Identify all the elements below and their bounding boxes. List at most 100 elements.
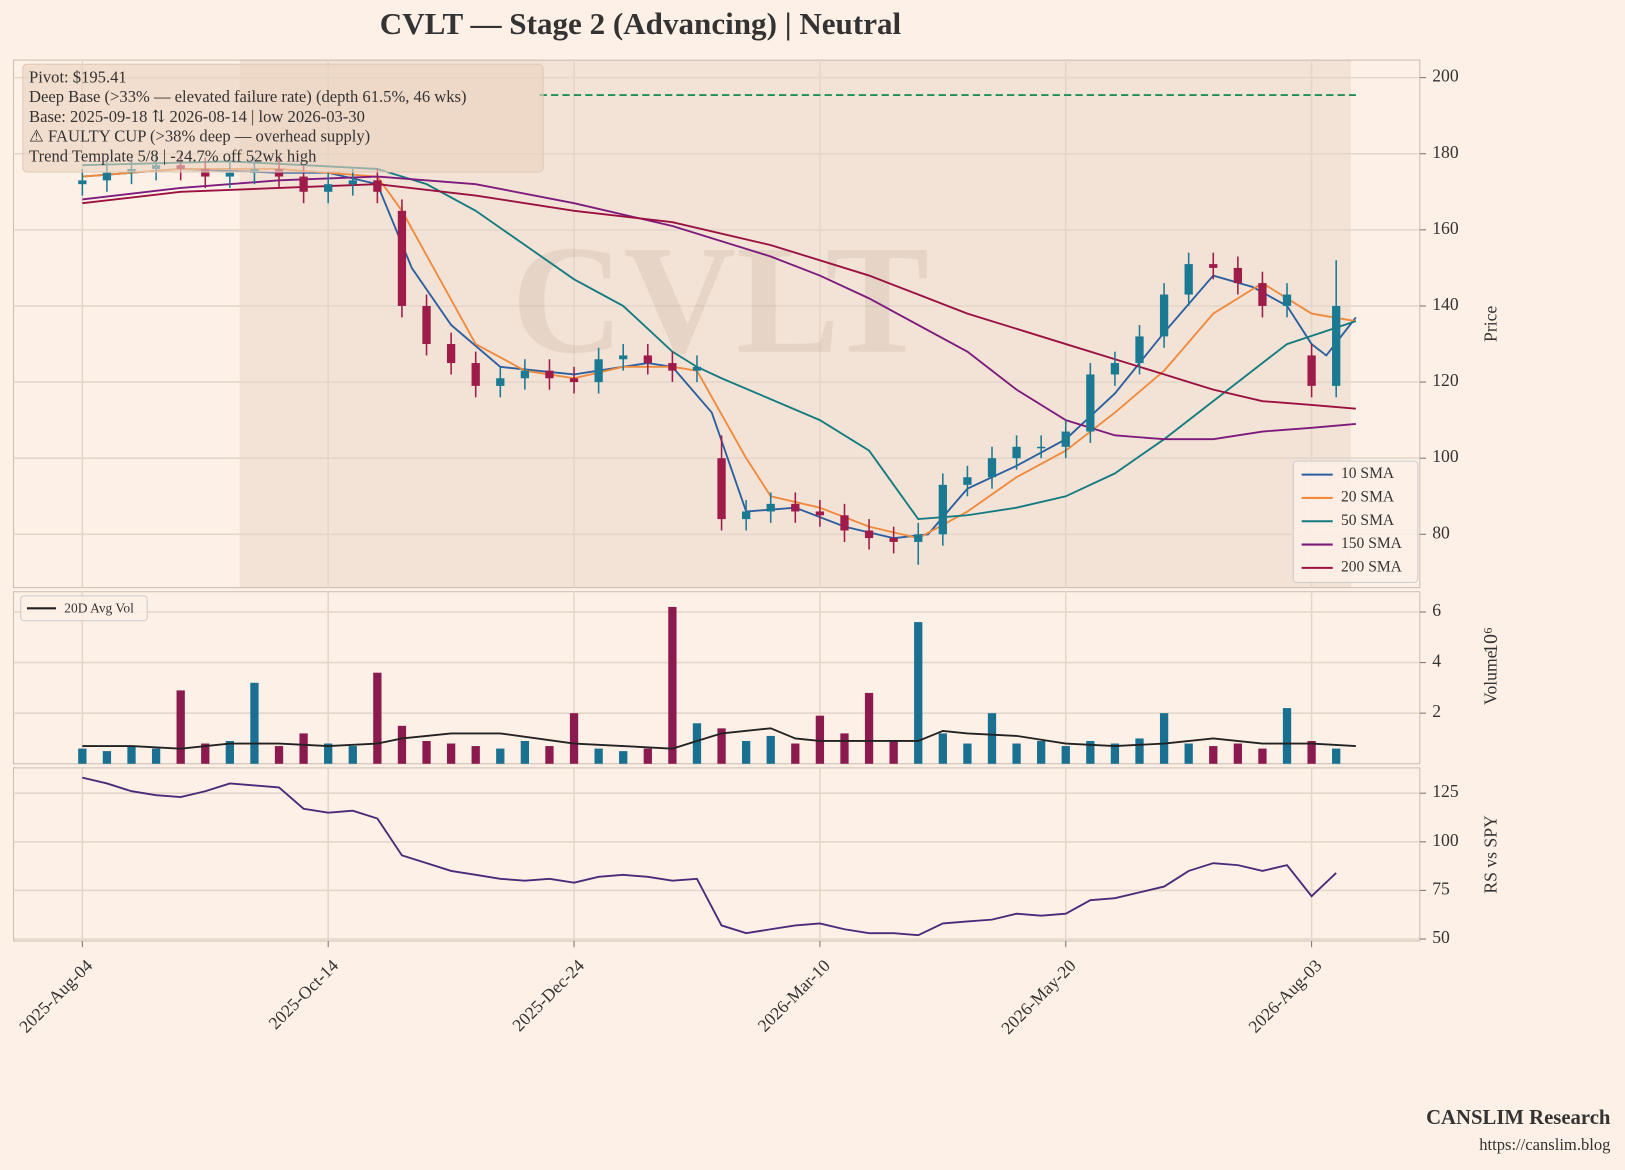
volume-bar <box>569 713 579 764</box>
volume-bar <box>914 622 923 764</box>
volume-bar <box>127 746 136 764</box>
candle-body <box>496 378 505 386</box>
candle-body <box>1086 374 1095 432</box>
volume-bar <box>1184 743 1193 764</box>
volume-bar <box>1307 740 1316 764</box>
candle-body <box>397 210 407 306</box>
candle-body <box>1233 267 1242 284</box>
candle-body <box>741 511 751 520</box>
volume-bar <box>225 740 234 764</box>
y-tick-label: 80 <box>1432 522 1450 542</box>
legend-box <box>20 595 148 622</box>
candle-body <box>102 172 112 181</box>
y-tick-label: 4 <box>1432 651 1441 671</box>
candle-body <box>1061 431 1070 447</box>
candle-body <box>864 530 874 539</box>
volume-bar <box>889 740 898 764</box>
volume-bar <box>987 713 997 764</box>
footer-brand: CANSLIM Research <box>1426 1107 1611 1129</box>
candle-body <box>373 180 382 192</box>
footer-url: https://canslim.blog <box>1479 1135 1610 1154</box>
volume-bar <box>1037 740 1046 764</box>
volume-bar <box>1012 743 1021 764</box>
panel <box>12 591 1421 765</box>
candle-body <box>1307 355 1316 386</box>
volume-bar <box>717 728 726 764</box>
candle-body <box>643 355 652 364</box>
y-axis-label: RS vs SPY <box>1480 815 1500 894</box>
axis-scale-label: 10⁶ <box>1480 627 1502 654</box>
candle-body <box>963 477 972 485</box>
volume-bar <box>446 743 456 764</box>
volume-bar <box>299 733 308 764</box>
y-tick-label: 6 <box>1432 600 1441 620</box>
volume-bar <box>741 740 751 764</box>
candle-body <box>274 168 284 177</box>
y-tick-label: 120 <box>1432 370 1459 390</box>
candle-body <box>1159 294 1169 337</box>
volume-bar <box>151 748 161 764</box>
candle-body <box>225 172 234 177</box>
y-axis-label: Price <box>1480 306 1500 342</box>
candle-body <box>766 503 775 512</box>
candle-body <box>840 515 849 531</box>
watermark: CVLT <box>511 213 929 386</box>
annotation-text: ⚠ FAULTY CUP (>38% deep — overhead suppl… <box>29 127 370 146</box>
volume-bar <box>766 735 775 764</box>
candle-body <box>791 503 800 512</box>
volume-bar <box>1233 743 1242 764</box>
candle-body <box>1184 264 1193 295</box>
legend-box <box>1292 460 1419 583</box>
candle-body <box>889 538 898 542</box>
volume-bar <box>176 690 185 764</box>
volume-bar <box>471 746 480 764</box>
y-tick-label: 75 <box>1432 878 1450 898</box>
legend-label: 200 SMA <box>1341 558 1403 575</box>
legend-label: 10 SMA <box>1341 465 1395 482</box>
volume-bar <box>692 723 702 764</box>
volume-bar <box>791 743 800 764</box>
volume-bar <box>815 715 825 764</box>
candle-body <box>1258 283 1267 306</box>
volume-bar <box>1135 738 1144 764</box>
y-tick-label: 100 <box>1432 446 1459 466</box>
candle-body <box>1332 305 1341 386</box>
candle-body <box>619 355 628 360</box>
volume-bar <box>1332 748 1341 764</box>
legend-label: 20D Avg Vol <box>64 600 134 615</box>
candle-body <box>201 168 210 177</box>
candle-body <box>938 484 947 535</box>
volume-bar <box>274 746 284 764</box>
chart-title: CVLT — Stage 2 (Advancing) | Neutral <box>380 6 902 41</box>
volume-bar <box>250 682 259 764</box>
volume-bar <box>1209 746 1218 764</box>
avg-volume-line <box>82 727 1356 750</box>
candle-body <box>1012 446 1021 459</box>
volume-bar <box>324 743 333 764</box>
candle-body <box>1135 336 1144 364</box>
volume-bar <box>1110 743 1120 764</box>
volume-bar <box>496 748 505 764</box>
volume-bar <box>1282 708 1292 764</box>
volume-bar <box>201 743 210 764</box>
y-tick-label: 100 <box>1432 830 1459 850</box>
volume-bar <box>1159 713 1169 764</box>
y-axis-label: Volume <box>1480 650 1500 705</box>
candle-body <box>324 184 333 192</box>
legend-label: 150 SMA <box>1341 535 1403 552</box>
candle-body <box>545 370 554 379</box>
y-tick-label: 50 <box>1432 927 1450 947</box>
sma-line <box>82 183 1356 410</box>
annotation-text: Pivot: $195.41 <box>29 68 127 87</box>
candle-body <box>594 359 603 383</box>
volume-bar <box>348 746 357 764</box>
volume-bar <box>668 606 677 764</box>
candle-body <box>1037 446 1046 449</box>
candle-body <box>717 458 726 520</box>
candle-body <box>422 305 431 345</box>
legend-label: 20 SMA <box>1341 489 1395 506</box>
annotation-box <box>22 63 544 173</box>
candle-body <box>1282 294 1292 306</box>
volume-bar <box>938 733 947 764</box>
